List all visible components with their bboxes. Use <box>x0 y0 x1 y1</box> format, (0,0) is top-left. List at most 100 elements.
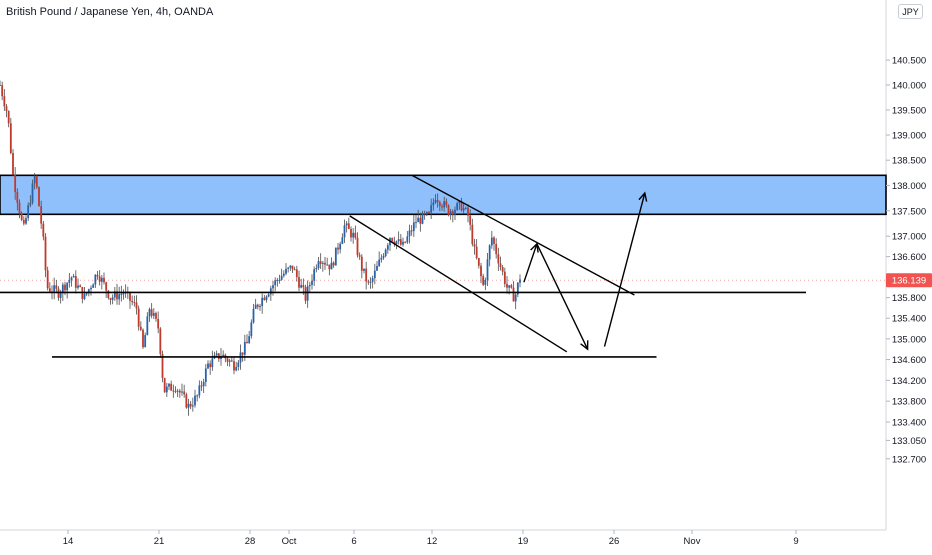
candle-body-down <box>354 232 357 238</box>
candle-body-up <box>25 218 27 224</box>
candle <box>293 266 296 271</box>
price-tick-label: 133.050 <box>892 436 926 447</box>
candle-body-down <box>503 271 506 284</box>
candle <box>256 303 259 310</box>
price-tick-label: 135.000 <box>892 334 926 345</box>
candle-body-up <box>196 395 199 397</box>
price-tick-label: 132.700 <box>892 454 926 465</box>
candle <box>29 195 32 208</box>
candle-body-up <box>113 291 116 298</box>
channel-upper-line[interactable] <box>411 174 635 296</box>
time-tick-label: 14 <box>63 536 74 547</box>
time-tick-label: 9 <box>793 536 798 547</box>
candle-body-up <box>382 256 385 258</box>
candle-body-up <box>222 354 225 357</box>
candle-body-up <box>181 391 183 393</box>
projection-arrow-2[interactable] <box>536 243 588 349</box>
candle <box>16 188 19 211</box>
candle <box>83 286 86 301</box>
candle <box>22 216 25 226</box>
projection-arrow-3[interactable] <box>603 193 645 347</box>
candle-body-up <box>83 293 86 299</box>
candle-body-up <box>408 230 411 237</box>
candle <box>304 284 307 304</box>
candle <box>209 360 212 375</box>
candle-body-down <box>170 383 173 391</box>
candle-body-down <box>480 265 482 277</box>
candle-body-down <box>347 223 350 230</box>
candle-body-down <box>161 353 164 378</box>
candle-body-down <box>499 263 502 268</box>
candle <box>516 281 519 298</box>
candle-body-down <box>419 217 422 224</box>
candle <box>376 261 378 271</box>
candle <box>291 265 294 273</box>
candle-body-down <box>298 277 300 288</box>
candle <box>421 210 424 225</box>
candle-body-up <box>486 259 489 280</box>
candle-body-up <box>120 293 123 295</box>
candle-body-up <box>191 405 194 407</box>
candle <box>332 261 335 268</box>
candle <box>207 360 209 370</box>
candle-body-up <box>235 366 238 371</box>
candle-body-up <box>386 245 389 250</box>
candle-body-up <box>77 285 79 288</box>
candle <box>265 295 268 303</box>
candle-body-up <box>198 385 201 396</box>
candle-body-down <box>473 244 476 247</box>
candle <box>237 359 240 371</box>
last-price-label: 136.139 <box>892 276 926 287</box>
candle-body-down <box>107 290 110 299</box>
candle <box>202 378 205 394</box>
candle-body-up <box>278 279 281 281</box>
candle-body-down <box>291 265 294 270</box>
time-axis[interactable]: 14 21 28 Oct 6 12 19 26 Nov 9 <box>63 530 799 547</box>
candle <box>393 236 396 247</box>
candle-body-down <box>16 191 19 203</box>
candle <box>462 202 465 214</box>
candle-body-down <box>3 96 6 107</box>
candle <box>319 253 322 269</box>
candle <box>118 286 121 305</box>
candle <box>157 311 160 334</box>
plot-area[interactable] <box>0 0 887 531</box>
candle <box>380 254 383 263</box>
candle-body-down <box>469 215 472 225</box>
candle <box>451 209 454 223</box>
candle-body-up <box>267 294 270 297</box>
candle-body-up <box>415 222 417 224</box>
candle <box>226 356 229 367</box>
channel-lower-line[interactable] <box>349 215 568 353</box>
candle <box>441 203 443 211</box>
candle-body-up <box>514 294 517 302</box>
candle <box>172 384 175 398</box>
candle <box>137 305 140 331</box>
candle <box>144 332 147 348</box>
candle <box>185 392 188 409</box>
candle-body-down <box>295 269 298 278</box>
price-axis[interactable]: 140.500 140.000 139.500 139.000 138.500 138.0… <box>886 56 932 466</box>
candle-body-down <box>1 85 4 97</box>
candle-body-up <box>72 276 75 278</box>
candle <box>460 197 463 212</box>
candle <box>272 280 274 296</box>
candle-body-up <box>462 208 465 211</box>
candle-body-down <box>131 300 134 303</box>
candle <box>250 319 253 339</box>
candle <box>330 257 333 270</box>
candle <box>354 225 357 240</box>
currency-badge[interactable]: JPY <box>898 4 923 19</box>
candle-body-up <box>373 270 376 279</box>
candle-body-up <box>252 308 255 323</box>
candle <box>57 286 60 301</box>
candle-body-up <box>313 269 316 281</box>
projection-arrow-1[interactable] <box>523 244 537 283</box>
candle-body-up <box>430 205 433 213</box>
candle-body-up <box>250 322 253 337</box>
candle <box>341 233 344 245</box>
candle <box>337 242 339 255</box>
candle-body-up <box>87 289 90 294</box>
